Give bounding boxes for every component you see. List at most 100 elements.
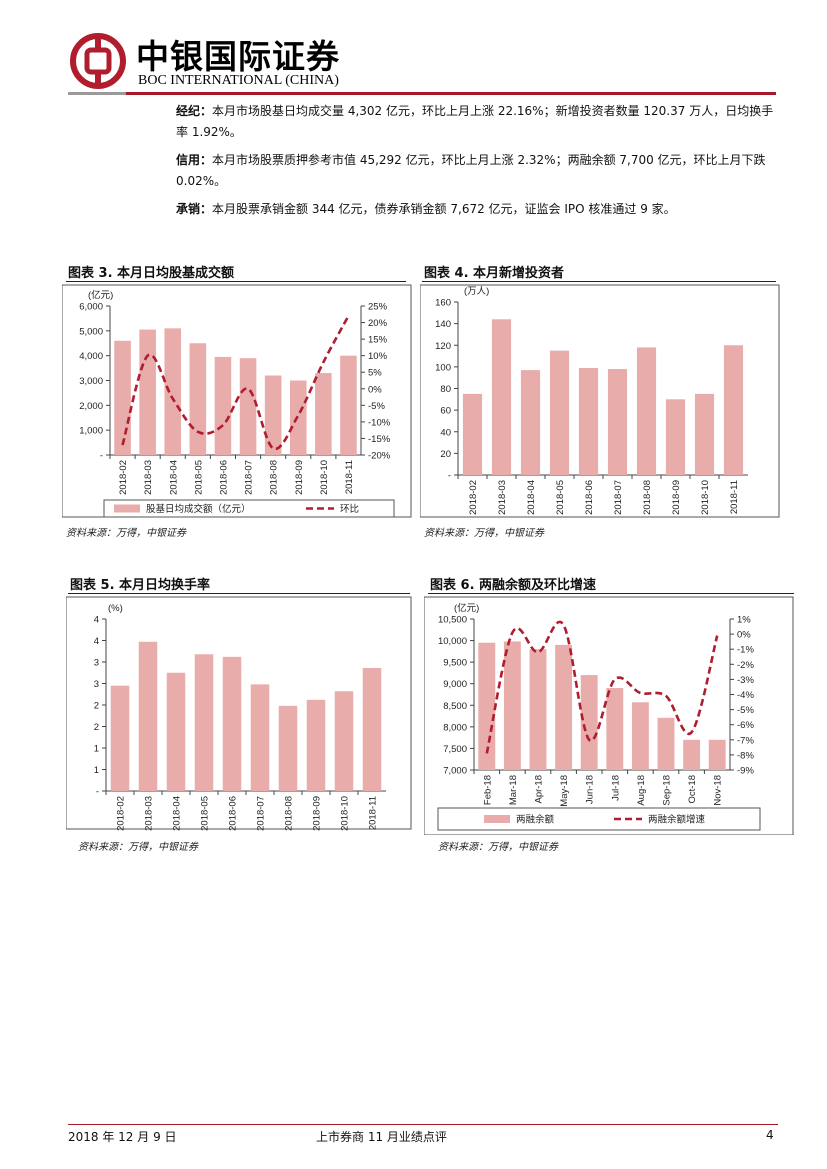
paragraph-underwriting: 承销：本月股票承销金额 344 亿元，债券承销金额 7,672 亿元，证监会 I… (176, 199, 780, 220)
x-tick-label: 2018-03 (497, 480, 508, 515)
bar (578, 367, 599, 475)
bar (606, 688, 624, 770)
y-tick-label: 40 (440, 427, 451, 438)
margin-balance-chart: 7,000 7,500 8,000 8,500 9,000 9,500 10,000 10,5… (424, 596, 794, 835)
paragraph-text: 本月市场股基日均成交量 4,302 亿元，环比上月上涨 22.16%；新增投资者… (176, 104, 774, 139)
bar (665, 399, 686, 475)
y-tick-label: 5,000 (79, 326, 103, 337)
x-tick-label: Oct-18 (687, 775, 698, 804)
paragraph-brokerage: 经纪：本月市场股基日均成交量 4,302 亿元，环比上月上涨 22.16%；新增… (176, 101, 780, 143)
x-tick-label: 2018-05 (200, 796, 211, 831)
x-tick-label: 2018-08 (642, 480, 653, 515)
turnover-rate-chart: - 1 1 2 2 3 3 4 4 (%) 2018-02 2018-03 2018-04 2018-05… (66, 596, 412, 831)
y2-tick-label: 5% (368, 368, 382, 379)
bar (166, 672, 186, 791)
y-tick-label: 2,000 (79, 401, 103, 412)
y2-tick-label: -9% (737, 766, 754, 777)
boc-logo-icon (70, 33, 126, 89)
header-rule-gray (68, 92, 126, 95)
y-tick-label: - (96, 787, 99, 798)
y2-tick-label: 0% (368, 384, 382, 395)
legend-bar-swatch (484, 815, 510, 823)
chart-title-rule (66, 281, 406, 282)
series-line (121, 315, 350, 451)
bar (503, 641, 521, 770)
bar (239, 358, 257, 455)
chart-source: 资料来源：万得，中银证券 (78, 842, 198, 853)
y-tick-label: 8,000 (443, 722, 467, 733)
y-axis-unit: (%) (108, 603, 123, 614)
bar (683, 739, 701, 770)
x-tick-label: 2018-09 (294, 460, 305, 495)
y-tick-label: - (100, 451, 103, 462)
y-tick-label: - (448, 471, 451, 482)
bar (694, 393, 715, 475)
x-tick-label: 2018-11 (368, 796, 379, 830)
y2-tick-label: -3% (737, 675, 754, 686)
x-tick-label: 2018-09 (671, 480, 682, 515)
x-tick-label: 2018-05 (555, 480, 566, 515)
x-tick-label: 2018-06 (228, 796, 239, 831)
y2-tick-label: -20% (368, 451, 391, 462)
bar (114, 340, 131, 455)
y-tick-label: 1 (94, 765, 99, 776)
x-tick-label: 2018-04 (168, 460, 179, 495)
x-tick-label: Apr-18 (534, 775, 545, 804)
brand-name-en: BOC INTERNATIONAL (CHINA) (138, 73, 339, 88)
y2-tick-label: 0% (737, 630, 751, 641)
bar (555, 644, 573, 770)
y2-tick-label: 25% (368, 302, 388, 313)
x-tick-label: 2018-02 (116, 796, 127, 831)
x-tick-label: 2018-04 (172, 796, 183, 831)
page-number: 4 (766, 1128, 774, 1142)
bar (139, 329, 156, 455)
y-tick-label: 9,500 (443, 658, 467, 669)
x-tick-label: 2018-11 (344, 460, 355, 494)
x-tick-label: Jun-18 (585, 775, 596, 804)
footer-date: 2018 年 12 月 9 日 (68, 1130, 177, 1144)
y2-tick-label: -10% (368, 417, 391, 428)
y-tick-label: 4 (94, 636, 99, 647)
bar (529, 649, 547, 770)
chart-title: 图表 3. 本月日均股基成交额 (68, 266, 235, 281)
chart-title-rule (422, 281, 776, 282)
bar (657, 717, 675, 770)
bar (636, 347, 657, 475)
legend-box (103, 499, 395, 518)
x-tick-label: 2018-07 (256, 796, 267, 831)
bar (491, 319, 512, 475)
y-tick-label: 120 (435, 341, 451, 352)
chart-title-rule (428, 593, 794, 594)
y-tick-label: 2 (94, 722, 99, 733)
chart-source: 资料来源：万得，中银证券 (424, 528, 544, 539)
y-tick-label: 3,000 (79, 376, 103, 387)
chart-title: 图表 5. 本月日均换手率 (70, 578, 211, 593)
x-tick-label: Nov-18 (713, 775, 724, 806)
chart-title: 图表 4. 本月新增投资者 (424, 266, 565, 281)
y2-tick-label: -5% (737, 705, 754, 716)
paragraph-credit: 信用：本月市场股票质押参考市值 45,292 亿元，环比上月上涨 2.32%；两… (176, 150, 780, 192)
x-tick-label: 2018-05 (193, 460, 204, 495)
y-tick-label: 8,500 (443, 701, 467, 712)
y-tick-label: 60 (440, 406, 451, 417)
bar (708, 739, 726, 770)
y2-tick-label: -4% (737, 690, 754, 701)
x-tick-label: 2018-10 (340, 796, 351, 831)
brand-name-cn: 中银国际证券 (136, 37, 340, 76)
x-tick-label: 2018-06 (584, 480, 595, 515)
bar (278, 705, 298, 791)
y-tick-label: 4 (94, 615, 99, 626)
bar (520, 370, 541, 475)
header-rule-red (126, 92, 776, 95)
x-tick-label: May-18 (559, 775, 570, 807)
bar (189, 343, 207, 455)
bar (549, 350, 570, 475)
bar (315, 373, 332, 455)
bar (138, 641, 158, 791)
y-axis-unit: (亿元) (88, 289, 113, 301)
paragraph-text: 本月股票承销金额 344 亿元，债券承销金额 7,672 亿元，证监会 IPO … (212, 202, 676, 216)
new-investors-chart: - 20 40 60 80 100 120 140 160 (万人) 2018-02 2018-03 2… (420, 284, 780, 518)
y-tick-label: 6,000 (79, 302, 103, 313)
x-tick-label: 2018-11 (729, 480, 740, 514)
x-tick-label: Jul-18 (610, 775, 621, 801)
